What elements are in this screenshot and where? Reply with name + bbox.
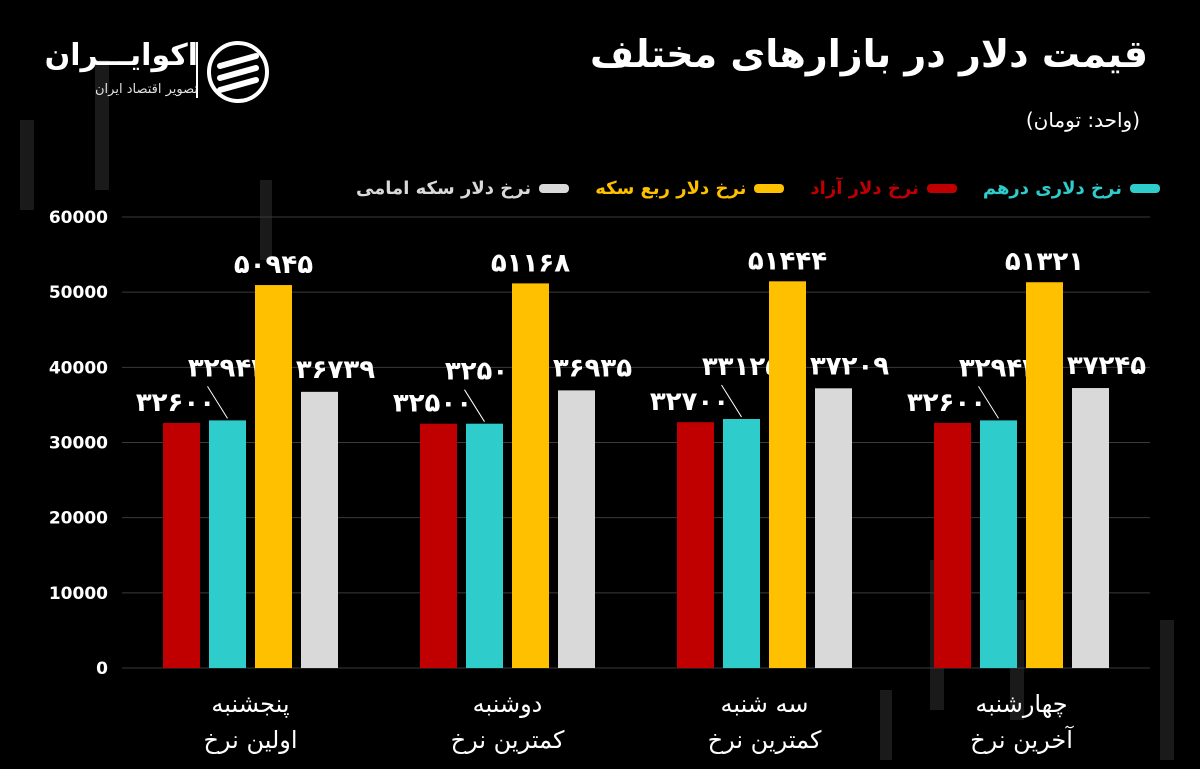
y-tick-label: 30000	[49, 434, 108, 454]
data-label: ۳۷۲۴۵	[1067, 351, 1146, 381]
y-tick-label: 10000	[49, 584, 108, 604]
legend-swatch	[754, 184, 785, 193]
legend-label: نرخ دلار ربع سکه	[595, 178, 747, 199]
legend-label: نرخ دلار آزاد	[810, 178, 919, 199]
data-label: ۳۳۱۲۵	[702, 352, 781, 382]
logo-name: اکوایـــران	[44, 38, 198, 73]
legend-label: نرخ دلاری درهم	[982, 178, 1122, 199]
logo-separator	[196, 42, 198, 98]
legend-item: نرخ دلار سکه امامی	[355, 178, 570, 199]
unit-label: (واحد: تومان)	[1025, 108, 1140, 132]
bar	[420, 423, 457, 668]
data-label: ۳۶۷۳۹	[296, 355, 375, 385]
bar	[466, 423, 503, 668]
data-label: ۵۱۴۴۴	[748, 246, 827, 276]
data-label: ۳۶۹۳۵	[553, 353, 632, 383]
y-tick-label: 50000	[49, 283, 108, 303]
data-label: ۳۲۶۰۰	[136, 388, 215, 418]
data-label-leader	[207, 386, 228, 419]
data-label: ۳۲۹۴۲	[188, 353, 267, 383]
data-label-leader	[721, 384, 742, 418]
bar	[1026, 282, 1063, 668]
bar	[163, 422, 200, 668]
x-category-label: پنجشنبه	[211, 690, 289, 718]
bar	[1072, 388, 1109, 668]
legend-item: نرخ دلار ربع سکه	[595, 178, 785, 199]
bar	[815, 388, 852, 668]
legend-swatch	[539, 184, 570, 193]
bar	[723, 419, 760, 668]
bar	[209, 420, 246, 668]
y-tick-label: 40000	[49, 358, 108, 378]
data-label: ۵۰۹۴۵	[234, 250, 313, 280]
data-label: ۳۲۶۰۰	[907, 388, 986, 418]
chart-title: قیمت دلار در بازارهای مختلف	[589, 32, 1148, 76]
data-label: ۳۷۲۰۹	[810, 351, 889, 381]
data-label: ۳۲۵۰۱	[445, 357, 524, 387]
chart-legend: نرخ دلاری درهم نرخ دلار آزاد نرخ دلار ربع …	[356, 178, 1160, 199]
bar	[677, 422, 714, 668]
legend-swatch	[1130, 184, 1160, 193]
logo-mark-icon	[207, 41, 269, 103]
bar	[934, 422, 971, 668]
legend-swatch	[926, 184, 957, 193]
bar	[255, 285, 292, 668]
x-category-label: اولین نرخ	[203, 726, 297, 754]
data-label: ۵۱۱۶۸	[491, 248, 570, 278]
bar	[558, 390, 595, 668]
data-label: ۳۲۹۴۲	[959, 353, 1038, 383]
data-label: ۳۲۷۰۰	[650, 387, 729, 417]
bar	[980, 420, 1017, 668]
legend-label: نرخ دلار سکه امامی	[355, 178, 532, 199]
bar	[769, 281, 806, 668]
x-category-label: سه شنبه	[720, 690, 808, 718]
y-tick-label: 60000	[49, 208, 108, 228]
data-label-leader	[978, 386, 999, 419]
x-category-label: کمترین نرخ	[708, 726, 822, 754]
y-tick-label: 0	[96, 659, 108, 679]
bar	[301, 391, 338, 668]
x-category-label: کمترین نرخ	[451, 726, 565, 754]
data-label: ۵۱۳۲۱	[1005, 247, 1084, 277]
logo-tagline: تصویر اقتصاد ایران	[95, 82, 198, 97]
data-label: ۳۲۵۰۰	[393, 389, 472, 419]
x-category-label: آخرین نرخ	[970, 725, 1074, 754]
legend-item: نرخ دلاری درهم	[983, 178, 1160, 199]
bar	[512, 283, 549, 668]
legend-item: نرخ دلار آزاد	[810, 178, 957, 199]
x-category-label: چهارشنبه	[975, 690, 1067, 718]
y-tick-label: 20000	[49, 509, 108, 529]
x-category-label: دوشنبه	[473, 690, 543, 718]
data-label-leader	[464, 389, 485, 422]
brand-logo: اکوایـــران تصویر اقتصاد ایران	[45, 38, 282, 108]
